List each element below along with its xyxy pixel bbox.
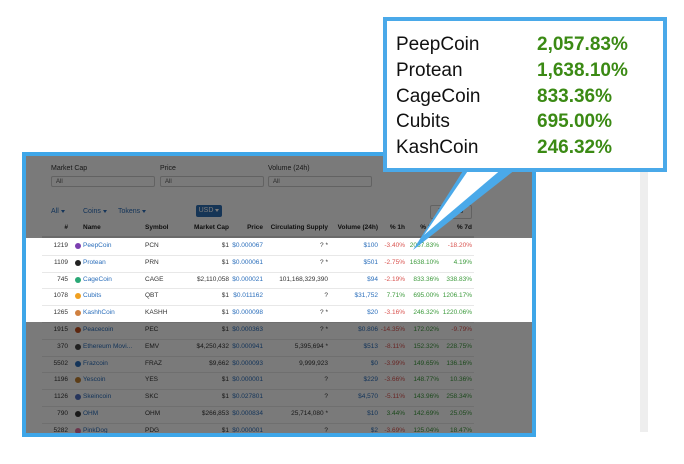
table-cell: -2.19% (384, 275, 405, 283)
scrollbar (640, 170, 648, 432)
callout-value: 695.00% (537, 111, 613, 133)
table-cell: 745 (57, 275, 68, 283)
table-cell: $1 (221, 258, 229, 266)
table-cell: $94 (367, 275, 378, 283)
table-cell: 101,168,329,390 (279, 275, 328, 283)
table-cell: $0.000098 (232, 309, 263, 317)
table-cell: 1219 (53, 242, 68, 249)
table-cell: 1206.17% (442, 292, 472, 300)
table-cell: -2.75% (384, 258, 405, 266)
table-cell: $100 (363, 242, 378, 249)
dim-overlay (26, 322, 532, 433)
table-cell: 1638.10% (409, 258, 439, 266)
table-cell: $1 (221, 292, 229, 300)
table-cell: $20 (367, 309, 378, 317)
coin-icon (75, 259, 81, 266)
row-line (42, 254, 474, 256)
table-cell: PCN (145, 242, 159, 249)
coin-name[interactable]: KashhCoin (83, 309, 115, 317)
table-cell: CAGE (145, 275, 164, 283)
coin-icon (75, 243, 81, 249)
table-cell: -3.16% (384, 309, 405, 317)
table-cell: ? * (320, 258, 328, 266)
table-cell: 4.19% (453, 258, 472, 266)
table-cell: 1109 (54, 258, 68, 266)
table-cell: QBT (145, 292, 159, 300)
table-cell: $1 (221, 309, 229, 317)
callout-name: PeepCoin (396, 34, 480, 55)
callout-name: KashCoin (396, 137, 479, 159)
callout-value: 833.36% (537, 85, 613, 107)
table-cell: ? * (320, 242, 328, 249)
row-line (42, 271, 474, 273)
callout-name: Protean (396, 59, 463, 81)
table-cell: 833.36% (413, 275, 439, 283)
table-cell: $0.000061 (232, 258, 263, 266)
table-cell: $0.000067 (232, 242, 263, 249)
table-cell: 1220.06% (442, 309, 472, 317)
coin-name[interactable]: Cubits (83, 292, 102, 300)
table-cell: 695.00% (413, 292, 439, 300)
table-cell: -18.20% (447, 242, 472, 249)
table-cell: ? (324, 292, 328, 300)
table-cell: $0.011162 (233, 292, 263, 300)
table-cell: $31,752 (354, 292, 379, 300)
callout-value: 2,057.83% (537, 34, 628, 55)
callout-name: CageCoin (396, 85, 481, 107)
callout-value: 246.32% (537, 137, 613, 159)
table-cell: ? * (320, 309, 328, 317)
table-cell: 1078 (53, 292, 68, 300)
table-cell: 338.83% (446, 275, 472, 283)
table-cell: 1265 (53, 309, 68, 317)
table-cell: 2057.83% (409, 242, 439, 249)
callout: PeepCoin 2,057.83% Protean 1,638.10% CageCoi… (383, 17, 667, 172)
callout-name: Cubits (396, 111, 450, 133)
coin-icon (75, 276, 81, 283)
coin-icon (75, 293, 81, 300)
coin-icon (75, 310, 81, 317)
coin-name[interactable]: Protean (83, 258, 106, 266)
row-line (42, 288, 474, 290)
coin-name[interactable]: CageCoin (83, 275, 112, 283)
callout-value: 1,638.10% (537, 59, 628, 81)
table-cell: $1 (221, 242, 229, 249)
table-cell: $0.000021 (232, 275, 263, 283)
table-cell: 7.71% (386, 292, 405, 300)
table-cell: $501 (363, 258, 378, 266)
table-cell: $2,110,058 (196, 275, 229, 283)
coin-name[interactable]: PeepCoin (83, 242, 112, 249)
table-cell: 246.32% (413, 309, 439, 317)
row-line (42, 305, 474, 307)
table-cell: -3.40% (384, 242, 405, 249)
table-cell: KASHH (145, 309, 168, 317)
table-cell: PRN (145, 258, 159, 266)
